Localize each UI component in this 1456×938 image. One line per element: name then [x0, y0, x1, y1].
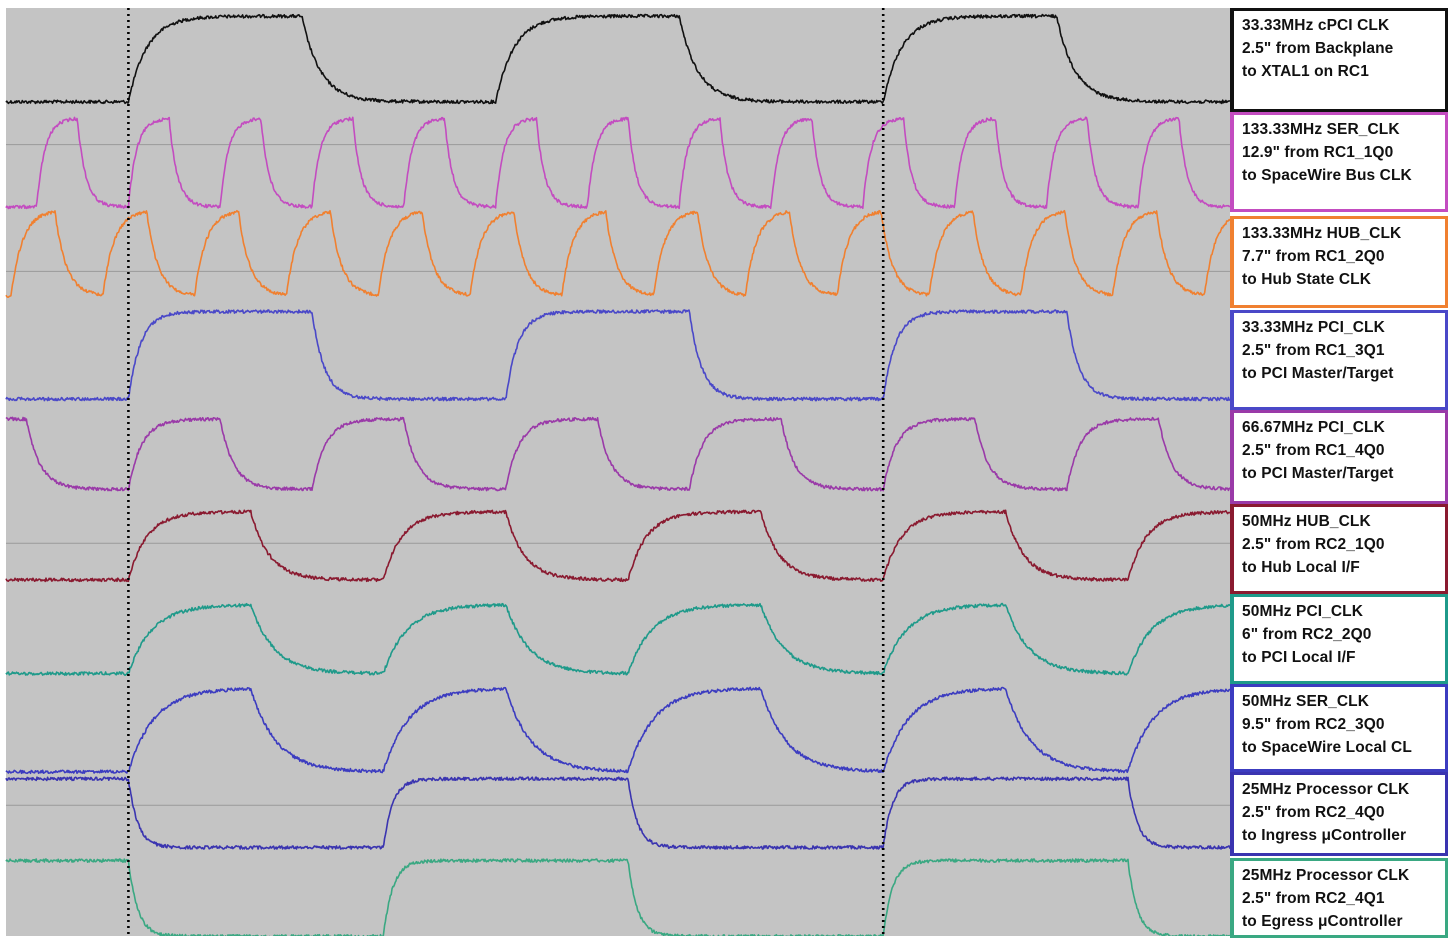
waveform-5 — [5, 416, 1230, 492]
waveform-3 — [5, 209, 1230, 298]
waveform-9 — [5, 776, 1230, 850]
channel-label-line: to SpaceWire Bus CLK — [1242, 167, 1412, 184]
channel-label-line: 25MHz Processor CLK — [1242, 781, 1410, 798]
channel-label-line: to Egress μController — [1242, 913, 1403, 930]
channel-label-line: to PCI Master/Target — [1242, 465, 1394, 482]
channel-label-line: to SpaceWire Local CL — [1242, 739, 1412, 756]
channel-label-line: 2.5" from RC2_4Q1 — [1242, 890, 1385, 907]
waveform-4 — [5, 309, 1230, 402]
channel-label-line: 9.5" from RC2_3Q0 — [1242, 716, 1385, 733]
channel-label-line: 2.5" from RC2_1Q0 — [1242, 536, 1385, 553]
waveform-plot — [5, 8, 1230, 936]
waveform-6 — [5, 509, 1230, 583]
channel-label-line: to XTAL1 on RC1 — [1242, 63, 1369, 80]
channel-label-1: 33.33MHz cPCI CLK 2.5" from Backplane to X… — [1230, 8, 1448, 112]
channel-label-line: 50MHz SER_CLK — [1242, 693, 1370, 710]
channel-label-line: 50MHz HUB_CLK — [1242, 513, 1371, 530]
waveform-2 — [5, 116, 1230, 210]
waveform-1 — [5, 13, 1230, 105]
channel-label-line: to Hub Local I/F — [1242, 559, 1360, 576]
channel-label-line: to PCI Local I/F — [1242, 649, 1356, 666]
channel-label-line: 2.5" from RC2_4Q0 — [1242, 804, 1385, 821]
channel-label-line: 50MHz PCI_CLK — [1242, 603, 1364, 620]
channel-label-line: to Ingress μController — [1242, 827, 1407, 844]
channel-label-line: 6" from RC2_2Q0 — [1242, 626, 1372, 643]
channel-label-line: 66.67MHz PCI_CLK — [1242, 419, 1385, 436]
channel-label-line: 2.5" from RC1_4Q0 — [1242, 442, 1385, 459]
channel-label-line: 133.33MHz HUB_CLK — [1242, 225, 1402, 242]
waveform-10 — [5, 858, 1230, 936]
channel-label-line: 12.9" from RC1_1Q0 — [1242, 144, 1394, 161]
channel-label-line: 133.33MHz SER_CLK — [1242, 121, 1400, 138]
waveform-8 — [5, 686, 1230, 775]
channel-label-line: to PCI Master/Target — [1242, 365, 1394, 382]
channel-label-line: 2.5" from Backplane — [1242, 40, 1394, 57]
channel-label-line: 2.5" from RC1_3Q1 — [1242, 342, 1385, 359]
channel-label-line: 25MHz Processor CLK — [1242, 867, 1410, 884]
waveform-7 — [5, 602, 1230, 676]
channel-label-line: 33.33MHz PCI_CLK — [1242, 319, 1385, 336]
channel-label-line: to Hub State CLK — [1242, 271, 1372, 288]
channel-label-line: 7.7" from RC1_2Q0 — [1242, 248, 1385, 265]
channel-label-line: 33.33MHz cPCI CLK — [1242, 17, 1390, 34]
